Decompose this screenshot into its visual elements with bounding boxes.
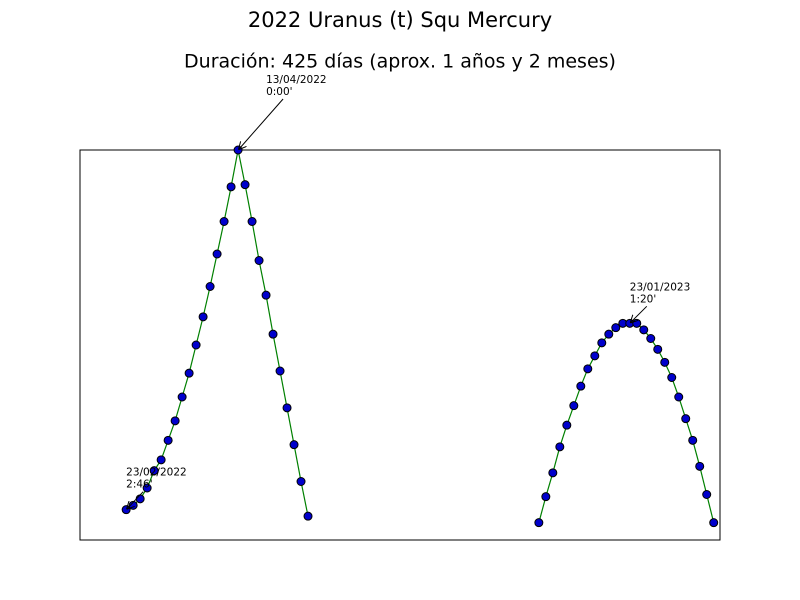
- data-point: [674, 392, 684, 402]
- data-point: [226, 182, 236, 192]
- data-point: [205, 282, 215, 291]
- data-point: [639, 325, 649, 335]
- data-point: [296, 477, 306, 486]
- data-point: [149, 466, 159, 476]
- data-point: [555, 442, 565, 452]
- data-point: [163, 435, 173, 445]
- data-point: [688, 435, 698, 445]
- data-point: [142, 483, 152, 493]
- chart-subtitle: Duración: 425 días (aprox. 1 años y 2 me…: [184, 51, 616, 73]
- annotation-text: 2:46': [126, 479, 152, 491]
- annotation-arrow: [239, 98, 284, 149]
- data-point: [702, 490, 712, 499]
- data-point: [562, 420, 572, 430]
- data-point: [261, 290, 271, 300]
- plot-frame: [79, 149, 721, 541]
- data-point: [681, 414, 691, 424]
- annotation-text: 0:00': [266, 86, 292, 98]
- data-point: [597, 338, 607, 348]
- data-point: [548, 468, 558, 478]
- data-point: [240, 180, 250, 190]
- data-point: [268, 329, 278, 339]
- data-point: [611, 323, 621, 333]
- data-point: [709, 518, 719, 528]
- data-point: [576, 381, 586, 391]
- annotation-arrow: [127, 491, 144, 509]
- data-point: [156, 455, 166, 465]
- data-point: [254, 256, 264, 265]
- annotation-text: 23/01/2023: [630, 281, 691, 293]
- data-point: [653, 344, 663, 354]
- annotation-text: 13/04/2022: [266, 74, 327, 86]
- data-point: [212, 249, 222, 259]
- data-point: [569, 401, 579, 411]
- data-point: [289, 440, 299, 450]
- data-point: [667, 373, 677, 382]
- data-point: [282, 403, 292, 413]
- data-point: [604, 329, 614, 339]
- data-point: [191, 340, 201, 350]
- data-point: [170, 416, 180, 426]
- data-point: [177, 392, 187, 402]
- annotation-text: 23/02/2022: [126, 467, 187, 479]
- data-point: [198, 312, 208, 322]
- data-point: [219, 217, 229, 226]
- data-point: [583, 364, 593, 374]
- data-point: [660, 357, 670, 367]
- data-point: [303, 511, 313, 521]
- data-point: [590, 351, 600, 361]
- annotation-text: 1:20': [630, 293, 656, 305]
- data-point: [632, 318, 642, 328]
- data-point: [247, 217, 257, 226]
- annotation-arrow: [631, 305, 648, 322]
- chart-title: 2022 Uranus (t) Squ Mercury: [248, 8, 552, 32]
- data-point: [534, 518, 544, 528]
- data-point: [541, 492, 551, 502]
- data-point: [184, 368, 194, 378]
- data-point: [135, 494, 145, 504]
- data-point: [695, 461, 705, 471]
- data-point: [646, 334, 656, 343]
- data-point: [275, 366, 285, 376]
